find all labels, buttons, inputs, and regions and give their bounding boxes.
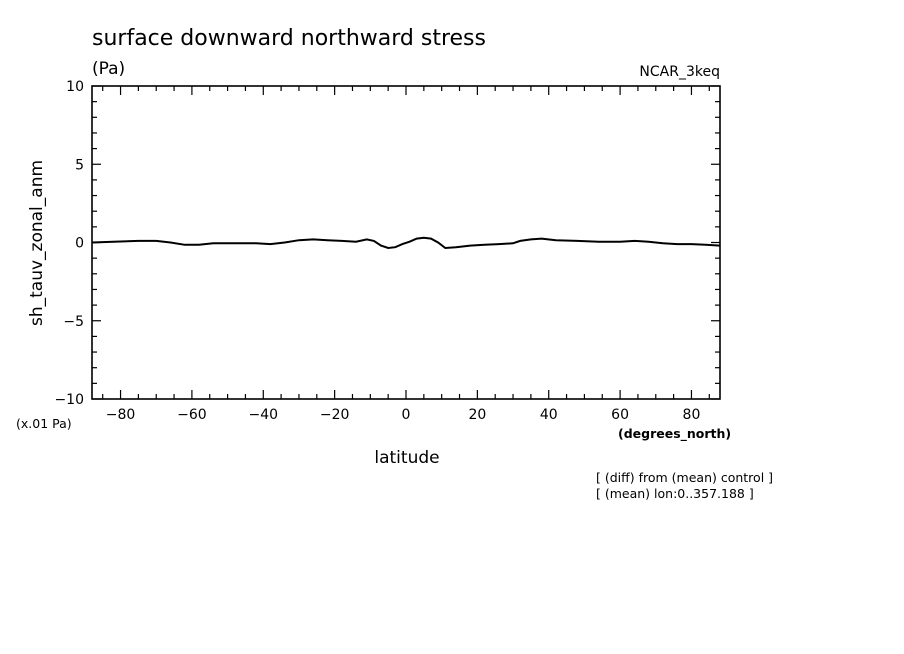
x-tick-label: 40 [540,407,558,423]
x-units-label: (degrees_north) [618,426,731,442]
chart-title: surface downward northward stress [92,26,486,51]
x-tick-label: 80 [683,407,701,423]
y-tick-label: −5 [63,314,84,330]
units-label: (Pa) [92,59,125,79]
note-diff: [ (diff) from (mean) control ] [596,470,773,485]
note-mean: [ (mean) lon:0..357.188 ] [596,486,754,501]
y-tick-label: 10 [66,79,84,95]
y-tick-label: 0 [75,236,84,252]
x-tick-label: −80 [106,407,136,423]
y-tick-labels: −10 −5 0 5 10 [54,79,84,408]
x-tick-label: −20 [320,407,350,423]
y-scale-note: (x.01 Pa) [16,416,72,431]
x-tick-label: −60 [177,407,207,423]
x-tick-label: 60 [611,407,629,423]
x-tick-label: 0 [402,407,411,423]
x-tick-label: 20 [468,407,486,423]
model-label: NCAR_3keq [639,64,720,80]
y-axis-label: sh_tauv_zonal_anm [27,160,47,326]
x-tick-label: −40 [248,407,278,423]
series-line [91,236,721,250]
x-tick-labels: −80 −60 −40 −20 0 20 40 60 80 [106,407,701,423]
y-tick-label: −10 [54,392,84,408]
x-axis-label: latitude [374,448,439,468]
tick-marks [92,85,720,400]
y-tick-label: 5 [75,157,84,173]
